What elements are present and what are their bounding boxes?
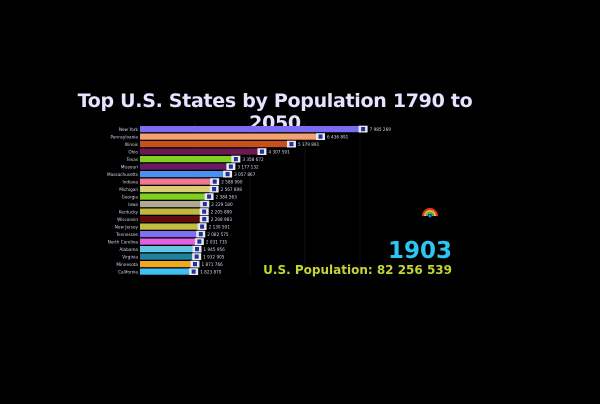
bar [140, 171, 225, 178]
bar [140, 268, 191, 275]
bar [140, 133, 318, 140]
flag-emblem-icon [207, 194, 212, 199]
flag-emblem-icon [212, 187, 217, 192]
bar [140, 253, 194, 260]
category-label: Missouri [121, 164, 138, 169]
bar [140, 201, 202, 208]
value-label: 3 177 132 [237, 164, 259, 169]
flag-emblem-icon [202, 202, 207, 207]
category-label: Indiana [123, 179, 139, 184]
bar [140, 148, 259, 155]
bar [140, 186, 211, 193]
value-label: 2 130 591 [209, 224, 231, 229]
flag-emblem-icon [233, 157, 238, 162]
category-label: California [118, 269, 138, 274]
flag-emblem-icon [212, 179, 217, 184]
value-label: 2 588 990 [221, 179, 243, 184]
flag-emblem-icon [202, 209, 207, 214]
value-label: 2 205 899 [211, 209, 233, 214]
value-label: 1 932 905 [203, 254, 225, 259]
flag-emblem-icon [228, 164, 233, 169]
category-label: Pennsylvania [110, 134, 138, 139]
bar [140, 163, 228, 170]
category-label: Minnesota [116, 262, 138, 267]
bar [140, 261, 192, 268]
value-label: 3 057 867 [234, 172, 256, 177]
value-label: 1 823 870 [200, 269, 222, 274]
flag-emblem-icon [200, 224, 205, 229]
bar [140, 223, 199, 230]
flag-emblem-icon [318, 134, 323, 139]
category-label: Alabama [120, 247, 139, 252]
category-label: Illinois [125, 142, 138, 147]
value-label: 2 031 735 [206, 239, 228, 244]
bar [140, 126, 360, 133]
category-label: Ohio [128, 149, 138, 154]
bar [140, 141, 288, 148]
total-population-label: U.S. Population: 82 256 539 [263, 263, 452, 277]
bar [140, 156, 233, 163]
category-label: New Jersey [115, 224, 139, 229]
category-label: Texas [125, 157, 138, 162]
value-label: 6 436 891 [327, 134, 349, 139]
flag-emblem-icon [202, 217, 207, 222]
value-label: 2 082 575 [207, 232, 229, 237]
value-label: 2 208 983 [211, 217, 233, 222]
bar [140, 178, 212, 185]
bar [140, 231, 198, 238]
value-label: 1 945 956 [204, 247, 226, 252]
value-label: 2 229 180 [211, 202, 233, 207]
category-label: Kentucky [119, 209, 139, 214]
value-label: 1 871 766 [201, 262, 223, 267]
category-label: Virginia [122, 254, 138, 259]
bar [140, 208, 201, 215]
channel-logo-icon [422, 208, 438, 218]
flag-emblem-icon [259, 149, 264, 154]
category-label: Georgia [122, 194, 139, 199]
value-label: 3 358 672 [242, 157, 264, 162]
category-label: Michigan [119, 187, 138, 192]
flag-emblem-icon [289, 142, 294, 147]
flag-emblem-icon [195, 247, 200, 252]
category-label: New York [119, 127, 139, 132]
category-label: Tennessee [115, 232, 138, 237]
flag-emblem-icon [197, 239, 202, 244]
bar [140, 246, 194, 253]
value-label: 5 379 891 [298, 142, 320, 147]
flag-emblem-icon [192, 262, 197, 267]
bar [140, 216, 201, 223]
category-label: Iowa [128, 202, 138, 207]
flag-emblem-icon [194, 254, 199, 259]
bar [140, 238, 196, 245]
category-label: Wisconsin [117, 217, 138, 222]
flag-emblem-icon [191, 269, 196, 274]
flag-emblem-icon [361, 127, 366, 132]
year-label: 1903 [387, 238, 452, 264]
category-label: North Carolina [108, 239, 139, 244]
value-label: 2 384 563 [216, 194, 238, 199]
bar [140, 193, 206, 200]
value-label: 7 985 269 [370, 127, 392, 132]
value-label: 4 307 591 [268, 149, 290, 154]
flag-emblem-icon [225, 172, 230, 177]
flag-emblem-icon [198, 232, 203, 237]
value-label: 2 567 808 [221, 187, 243, 192]
category-label: Massachusetts [107, 172, 138, 177]
